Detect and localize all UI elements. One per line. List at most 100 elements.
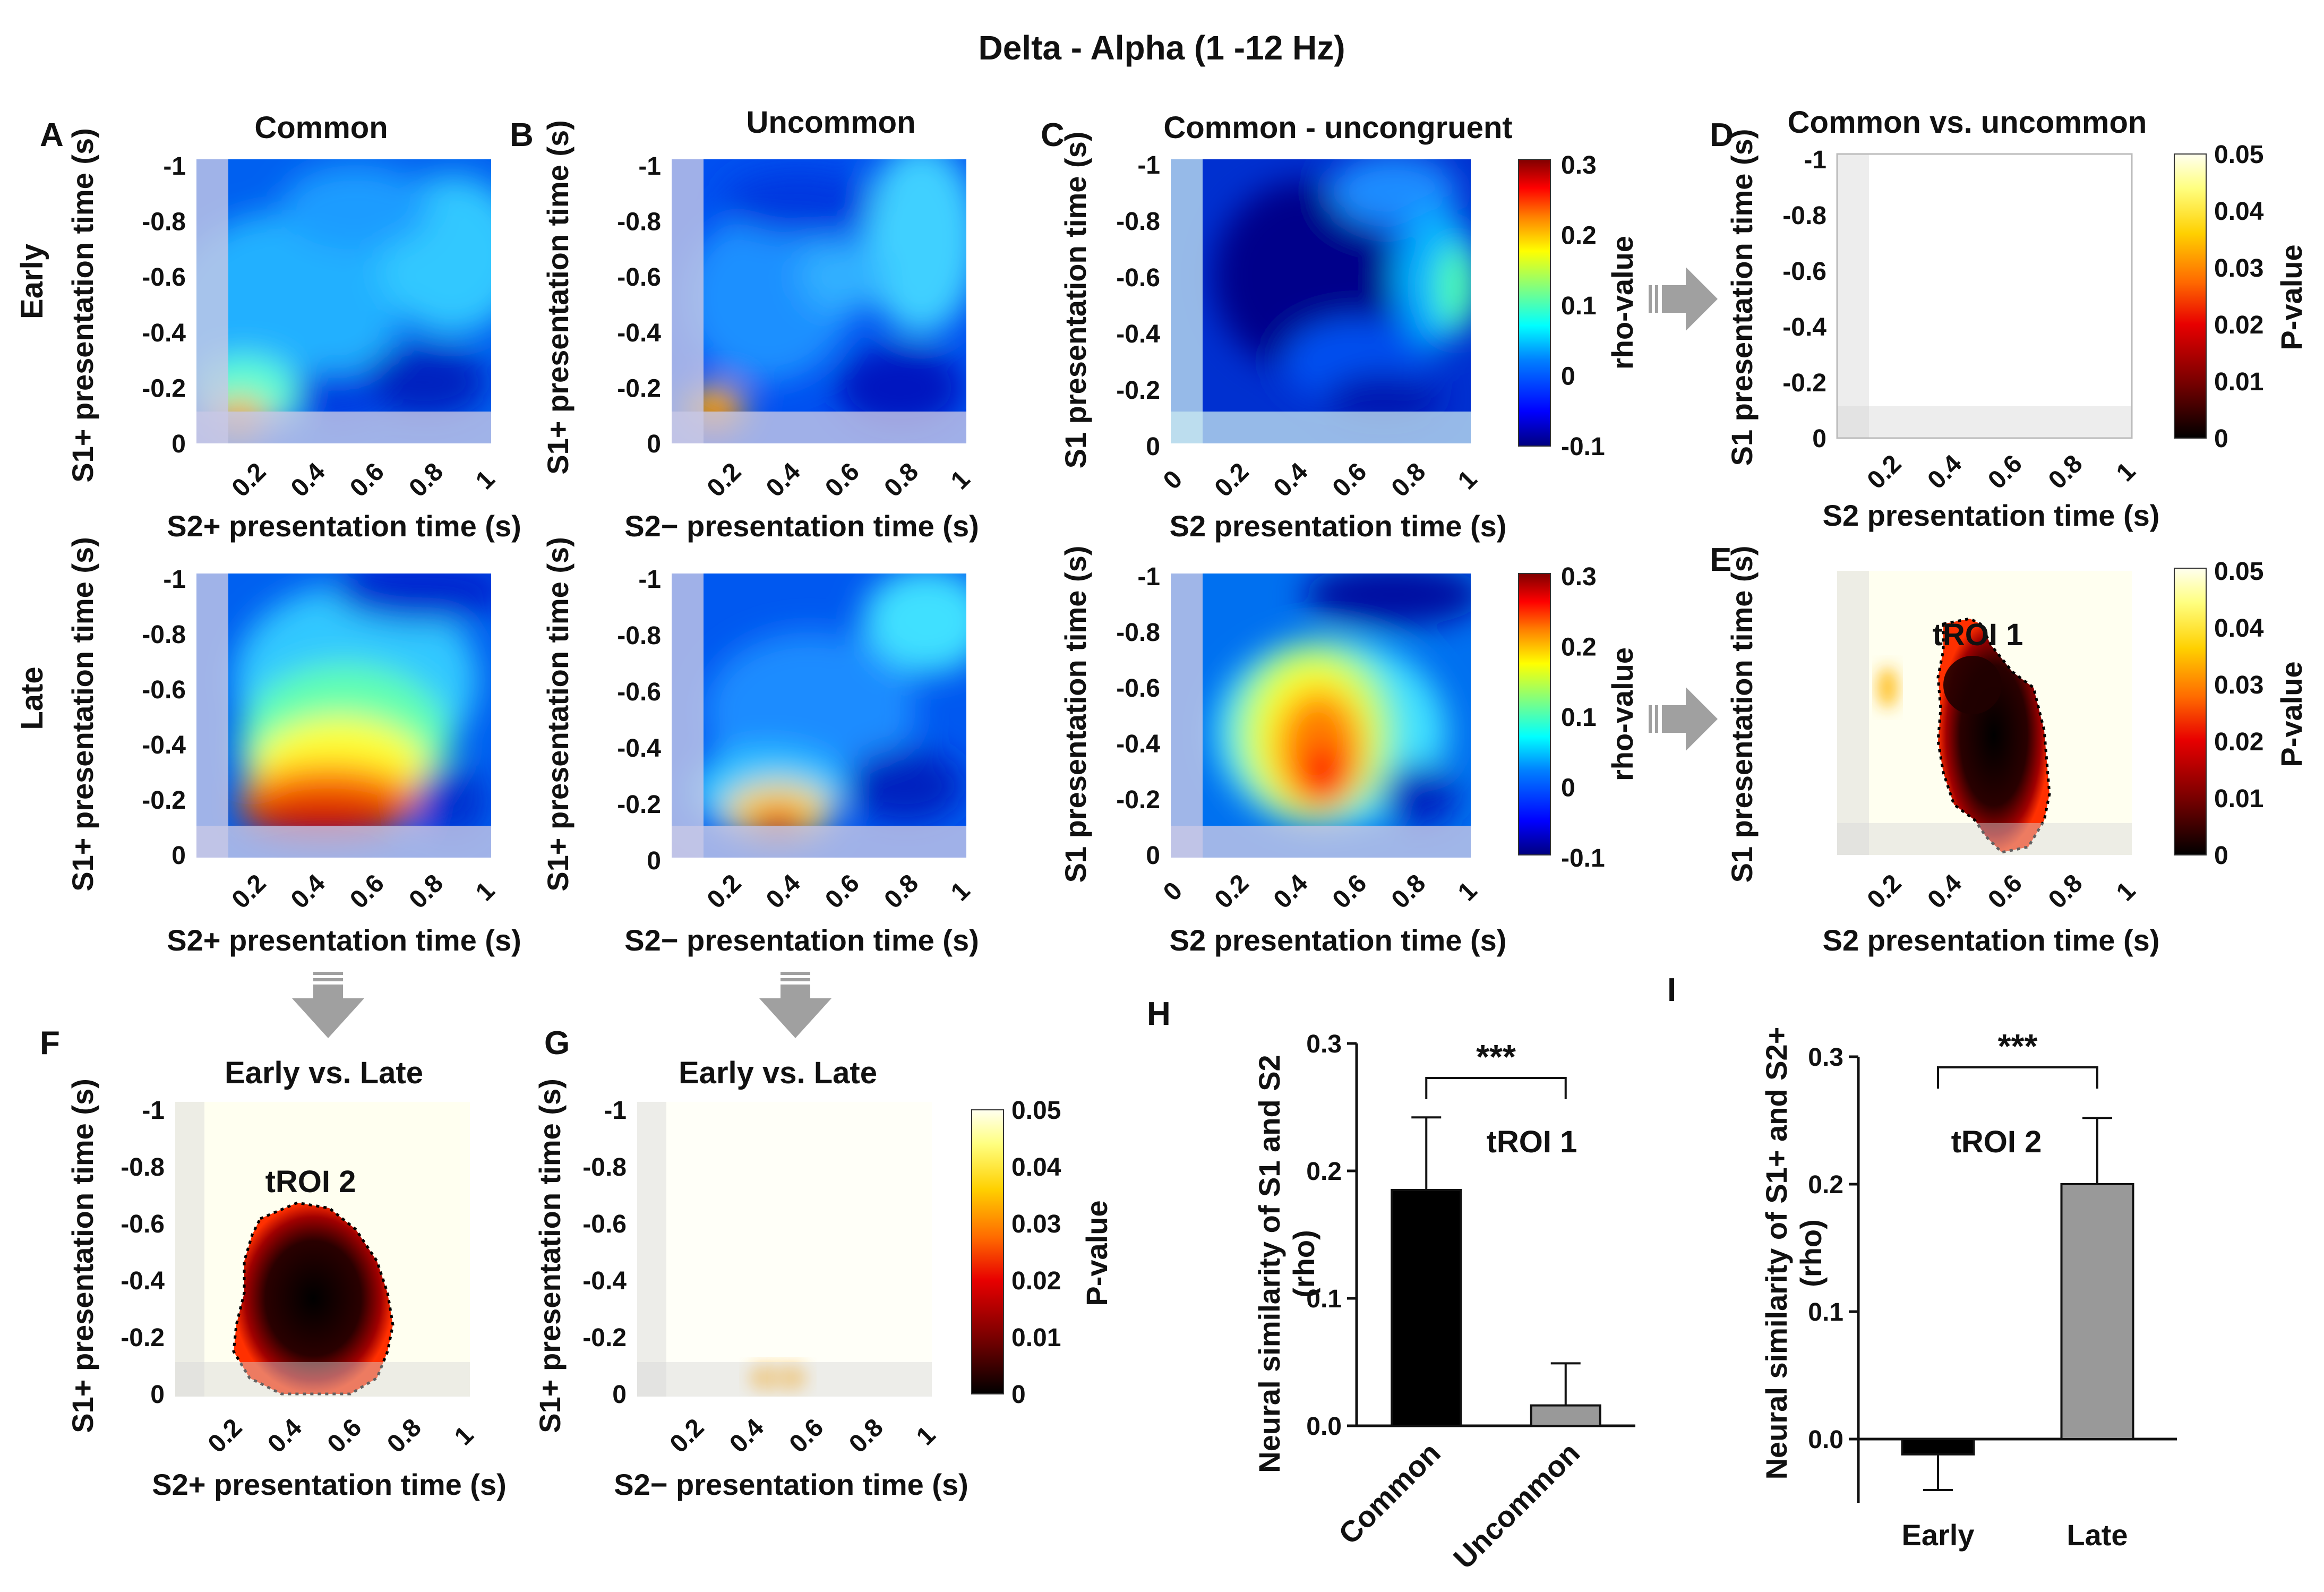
x-tick-label: 0.2 <box>1210 869 1255 914</box>
panel-letter-a: A <box>40 117 64 153</box>
panel-letter-i: I <box>1667 972 1676 1008</box>
y-tick-label: -0.6 <box>142 676 186 704</box>
colorbar-tick-label: 0 <box>1011 1381 1026 1409</box>
y-tick-label: -0.6 <box>1782 258 1826 286</box>
bar-chart-h: 0.0 0.1 0.2 0.3 Common Uncommon *** <box>1306 1030 1635 1575</box>
colorbar-ticks-p-d: 0.05 0.04 0.03 0.02 0.01 0 <box>2214 141 2264 453</box>
heatmap-b-late <box>672 574 966 858</box>
colorbar-tick-label: 0.02 <box>1011 1267 1061 1295</box>
y-ticks-d: -1 -0.8 -0.6 -0.4 -0.2 0 <box>1782 146 1826 453</box>
colorbar-p-d <box>2174 153 2207 439</box>
x-tick-label: 0.4 <box>1922 869 1967 914</box>
x-tick-label: 0.8 <box>844 1414 889 1459</box>
title-common-vs-uncommon: Common vs. uncommon <box>1788 105 2147 140</box>
y-label-f: S1+ presentation time (s) <box>66 1079 99 1433</box>
x-label-c-early: S2 presentation time (s) <box>1170 509 1507 543</box>
x-tick-label: 0.8 <box>879 869 924 914</box>
bar <box>1391 1189 1462 1427</box>
significance-stars: *** <box>1476 1038 1516 1076</box>
y-tick-label: -0.6 <box>142 263 186 292</box>
colorbar-ticks-rho-early: 0.3 0.2 0.1 0 -0.1 <box>1561 151 1605 461</box>
category-label: Late <box>2066 1518 2128 1552</box>
panel-letter-g: G <box>544 1025 570 1062</box>
significance-bracket <box>1425 1077 1567 1099</box>
x-tick-label: 0.6 <box>345 869 390 914</box>
x-tick-label: 0.4 <box>1268 869 1314 914</box>
y-tick-label: -1 <box>604 1097 627 1125</box>
x-tick-label: 0.8 <box>404 869 449 914</box>
colorbar-tick-label: 0.02 <box>2214 728 2263 756</box>
bar-chart-i: 0.0 0.1 0.2 0.3 Early Late *** <box>1808 1027 2177 1552</box>
colorbar-label-rho-late: rho-value <box>1606 647 1639 781</box>
x-tick-label: 0.4 <box>761 457 806 502</box>
y-tick-label: -0.8 <box>1116 619 1160 647</box>
panel-letter-c: C <box>1041 117 1065 153</box>
colorbar-label-p-d: P-value <box>2275 244 2308 350</box>
colorbar-tick-label: 0.05 <box>1011 1097 1061 1125</box>
y-ticks-g: -1 -0.8 -0.6 -0.4 -0.2 0 <box>582 1097 627 1409</box>
y-tick-label: -0.6 <box>1116 674 1160 703</box>
panel-letter-b: B <box>510 117 534 153</box>
colorbar-tick-label: 0 <box>1561 363 1575 391</box>
y-tick-label: -0.2 <box>582 1324 627 1352</box>
y-ticks-a-late: -1 -0.8 -0.6 -0.4 -0.2 0 <box>142 566 186 870</box>
colorbar-p-e <box>2174 568 2207 855</box>
x-tick-label: 0.6 <box>1327 869 1373 914</box>
title-uncommon: Uncommon <box>747 105 916 140</box>
x-tick-label: 0.8 <box>2043 450 2088 495</box>
category-label: Early <box>1902 1518 1975 1552</box>
y-tick-label: 0 <box>1812 425 1826 453</box>
colorbar-tick-label: 0.2 <box>1561 222 1597 250</box>
colorbar-tick-label: 0.04 <box>2214 198 2264 226</box>
x-tick-label: 0.8 <box>404 458 449 503</box>
x-tick-label: 0.4 <box>1268 457 1314 502</box>
colorbar-tick-label: 0.01 <box>2214 368 2263 396</box>
x-tick-label: 0.8 <box>1386 869 1431 914</box>
y-tick-label: 0 <box>647 430 661 458</box>
y-tick-label: -0.8 <box>617 622 661 650</box>
y-label-b-early: S1+ presentation time (s) <box>541 120 574 475</box>
y-label-c-late: S1 presentation time (s) <box>1059 546 1092 883</box>
y-tick-label: -1 <box>163 152 186 181</box>
x-tick-label: 1 <box>2111 457 2141 487</box>
y-tick-label: -0.8 <box>1116 208 1160 236</box>
y-tick-label: 0.3 <box>1306 1030 1342 1058</box>
y-tick-label: 0 <box>1146 842 1160 870</box>
y-tick-label: -0.4 <box>121 1267 165 1295</box>
colorbar-tick-label: 0.05 <box>2214 141 2263 169</box>
row-label-early: Early <box>15 244 49 319</box>
x-tick-label: 1 <box>470 465 500 495</box>
x-tick-label: 0.2 <box>1862 869 1907 914</box>
colorbar-tick-label: 0 <box>2214 425 2228 453</box>
colorbar-tick-label: 0.01 <box>2214 785 2263 813</box>
y-tick-label: 0.2 <box>1306 1158 1342 1186</box>
y-ticks-b-early: -1 -0.8 -0.6 -0.4 -0.2 0 <box>617 152 661 458</box>
y-tick-label: -0.2 <box>1116 786 1160 814</box>
h-ylabel-line2: (rho) <box>1287 1230 1320 1298</box>
y-tick-label: -0.2 <box>617 374 661 403</box>
x-tick-label: 0.6 <box>322 1414 367 1459</box>
y-ticks-b-late: -1 -0.8 -0.6 -0.4 -0.2 0 <box>617 566 661 875</box>
colorbar-label-p-g: P-value <box>1080 1200 1113 1306</box>
x-ticks-a-early: 0.2 0.4 0.6 0.8 1 <box>227 457 501 502</box>
x-label-e: S2 presentation time (s) <box>1823 923 2160 957</box>
x-label-g: S2− presentation time (s) <box>614 1468 968 1501</box>
x-ticks-b-early: 0.2 0.4 0.6 0.8 1 <box>702 457 976 502</box>
y-tick-label: -0.4 <box>582 1267 627 1295</box>
x-tick-label: 0.4 <box>286 457 331 502</box>
title-common-uncongruent: Common - uncongruent <box>1163 110 1512 145</box>
y-tick-label: 0.0 <box>1808 1426 1843 1454</box>
x-label-d: S2 presentation time (s) <box>1823 499 2160 532</box>
y-tick-label: -0.6 <box>121 1210 165 1238</box>
pmap-d <box>1836 153 2133 439</box>
row-label-late: Late <box>15 666 49 730</box>
y-label-a-late: S1+ presentation time (s) <box>66 537 99 892</box>
troi2-label-f: tROI 2 <box>265 1165 356 1199</box>
x-tick-label: 0.8 <box>879 458 924 503</box>
y-tick-label: 0.0 <box>1306 1413 1342 1441</box>
colorbar-tick-label: 0.05 <box>2214 558 2263 586</box>
colorbar-tick-label: 0.1 <box>1561 704 1597 732</box>
y-tick-label: -0.4 <box>1116 730 1160 758</box>
y-tick-label: -0.2 <box>142 786 186 815</box>
